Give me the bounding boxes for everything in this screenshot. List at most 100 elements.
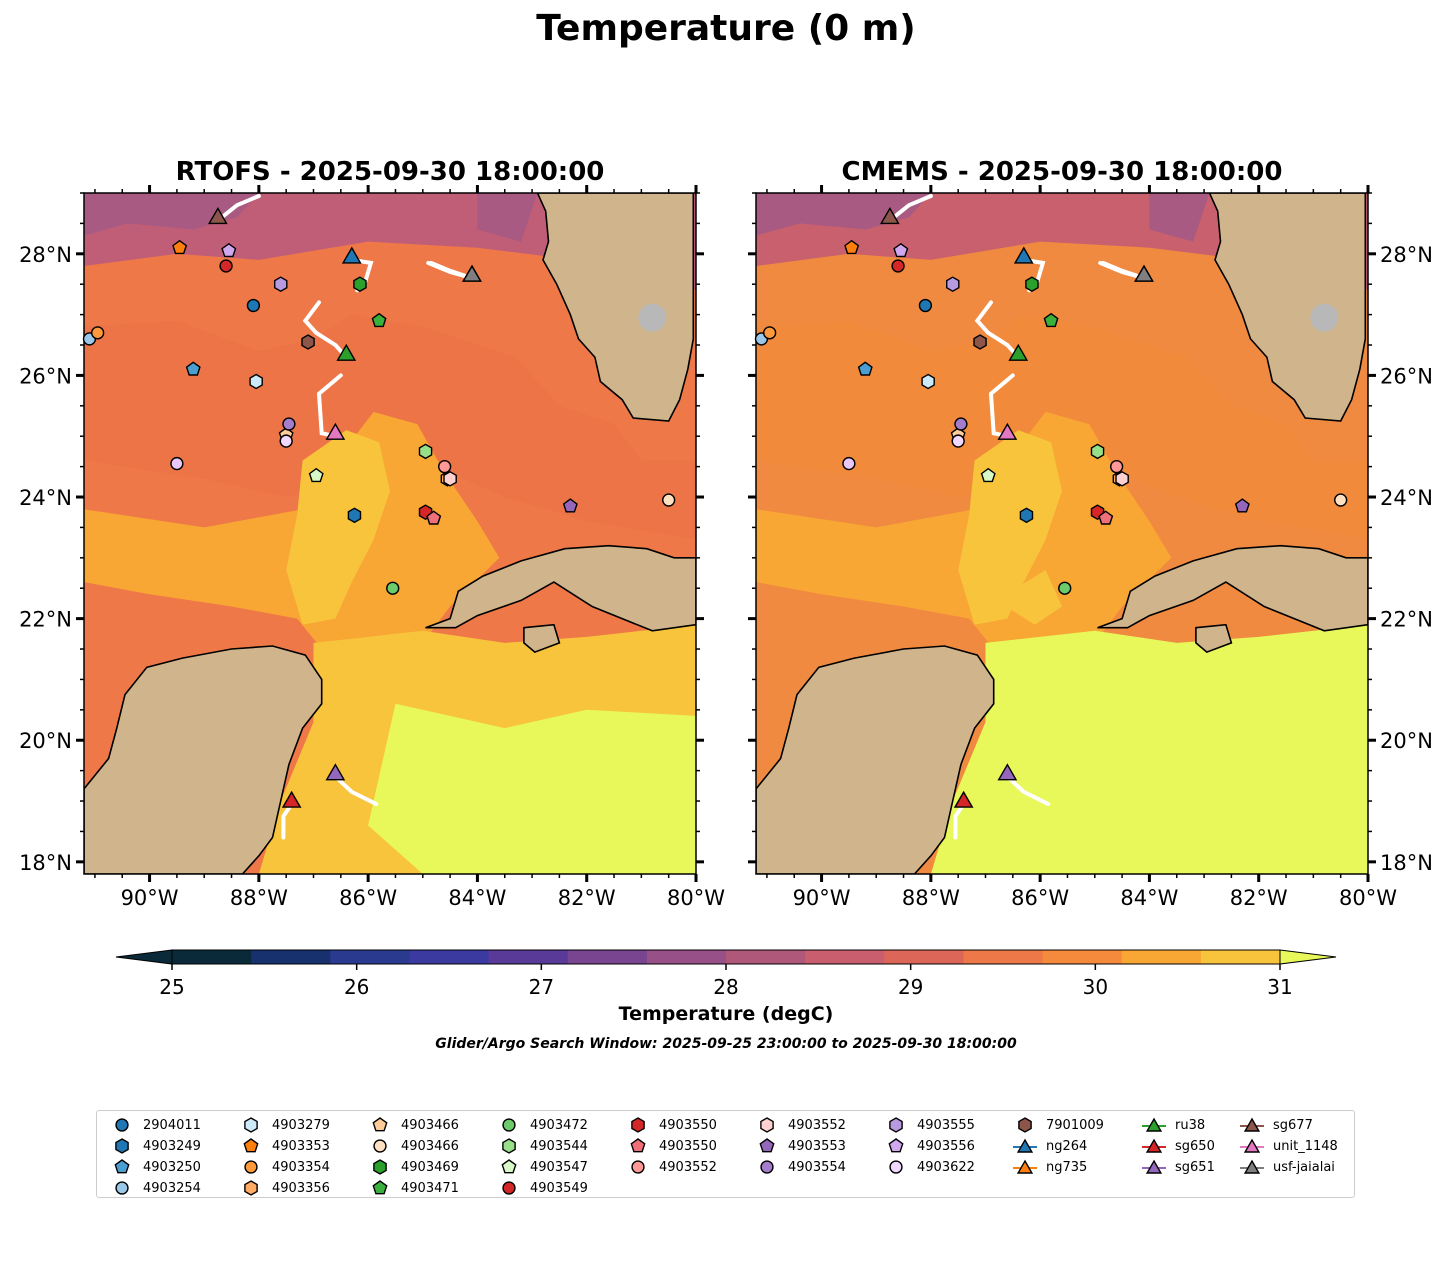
argo-marker-4903550b: [1098, 510, 1114, 525]
legend-item: 4903556: [883, 1136, 975, 1156]
legend-item: ru38: [1141, 1115, 1205, 1135]
argo-marker-4903556: [221, 242, 237, 258]
argo-marker-4903547: [980, 467, 996, 483]
legend-marker: [373, 1159, 387, 1175]
glider-track-sg677: [887, 194, 933, 223]
glider-track-ru38: [974, 300, 1021, 360]
legend-label: 4903552: [659, 1159, 717, 1175]
xtick-label: 82°W: [558, 886, 616, 910]
legend-item: 4903552: [625, 1157, 717, 1177]
glider-marker-sg677: [207, 206, 228, 225]
legend-label: 4903471: [401, 1180, 459, 1196]
legend-marker: [114, 1159, 130, 1174]
glider-marker-ng264: [1013, 246, 1034, 264]
colorbar-segment: [567, 950, 648, 964]
colorbar-segment: [251, 950, 331, 964]
ytick-label: 22°N: [1380, 608, 1433, 632]
argo-marker-4903279: [921, 373, 935, 390]
legend-marker: [1142, 1159, 1166, 1174]
lake-okeechobee: [638, 303, 667, 332]
colorbar-segment: [963, 950, 1044, 964]
legend-item: 4903469: [367, 1157, 459, 1177]
xtick-label: 82°W: [1230, 886, 1288, 910]
temp-field-north: [84, 193, 696, 291]
legend-label: 4903254: [143, 1180, 201, 1196]
legend-hexagon: [502, 1138, 516, 1154]
argo-marker-4903544: [1090, 443, 1105, 460]
argo-marker-4903471: [371, 312, 387, 328]
legend-pentagon: [888, 1138, 904, 1153]
argo-marker-4903471: [1043, 312, 1059, 328]
legend-label: unit_1148: [1273, 1138, 1338, 1154]
argo-marker-4903553: [1234, 498, 1250, 513]
legend-item: 4903472: [496, 1115, 588, 1135]
legend-label: 4903550: [659, 1138, 717, 1154]
argo-marker-4903472: [1058, 581, 1072, 595]
xtick-label: 86°W: [339, 886, 397, 910]
colorbar-tick-label: 29: [898, 975, 923, 999]
xtick-label: 86°W: [1011, 886, 1069, 910]
colorbar: 25 26 27 28 29 30 31: [115, 949, 1337, 999]
legend-marker: [372, 1180, 388, 1195]
legend-label: 4903279: [272, 1117, 330, 1133]
legend-pentagon: [630, 1138, 646, 1153]
legend-label: 4903356: [272, 1180, 330, 1196]
legend-marker: [631, 1160, 645, 1174]
legend-label: 4903550: [659, 1117, 717, 1133]
argo-marker-7901009: [973, 334, 987, 350]
glider-track-sg650: [281, 802, 294, 840]
colorbar-tick-label: 28: [713, 975, 738, 999]
glider-marker-sg650: [953, 790, 974, 808]
legend-item: 4903549: [496, 1178, 588, 1198]
legend-item: 4903552: [754, 1115, 846, 1135]
legend-label: 4903469: [401, 1159, 459, 1175]
argo-marker-4903250: [857, 361, 873, 376]
legend-item: 4903471: [367, 1178, 459, 1198]
temp-field-south: [930, 624, 1368, 874]
argo-marker-4903466b: [1334, 493, 1348, 507]
legend-item: 4903353: [238, 1136, 330, 1156]
xtick-label: 84°W: [1120, 886, 1178, 910]
legend-label: 4903354: [272, 1159, 330, 1175]
temp-field-bigbend: [477, 193, 538, 242]
legend-marker: [889, 1160, 903, 1174]
legend-label: 4903556: [917, 1138, 975, 1154]
legend-triangle: [1145, 1117, 1163, 1132]
colorbar-segment: [726, 950, 806, 964]
argo-marker-4903555: [946, 276, 960, 293]
argo-marker-4903353: [172, 239, 188, 255]
legend-circle: [760, 1160, 774, 1174]
legend-marker: [373, 1139, 387, 1153]
temp-field-northwest: [84, 193, 259, 236]
legend-item: sg651: [1141, 1157, 1215, 1177]
panel-title-cmems: CMEMS - 2025-09-30 18:00:00: [841, 157, 1283, 187]
argo-marker-7901009: [301, 334, 315, 350]
axis-ticks-cmems: 90°W 88°W 86°W 84°W 82°W 80°W 18°N 20°N 22°N 24°N…: [748, 185, 1433, 910]
argo-marker-4903622: [842, 456, 856, 471]
xtick-label: 88°W: [902, 886, 960, 910]
legend-marker: [1240, 1117, 1264, 1132]
argo-marker-4903279: [249, 373, 263, 390]
argo-marker-4903622b: [279, 434, 293, 448]
legend-circle: [631, 1160, 645, 1174]
legend-item: 4903550: [625, 1115, 717, 1135]
colorbar-segment: [330, 950, 410, 964]
glider-track-sg651: [333, 774, 379, 807]
temp-field-north: [756, 193, 1368, 291]
land-yucatan: [756, 645, 995, 874]
legend-marker: [631, 1117, 645, 1133]
land-isla: [1195, 623, 1233, 654]
legend-hexagon: [244, 1117, 258, 1133]
legend-item: 4903249: [109, 1136, 201, 1156]
xtick-label: 90°W: [121, 886, 179, 910]
legend-pentagon: [114, 1159, 130, 1174]
map-frame: [755, 192, 1369, 875]
legend-circle: [373, 1139, 387, 1153]
argo-marker-4903466b: [662, 493, 676, 507]
legend-circle: [502, 1118, 516, 1132]
colorbar-segment: [488, 950, 569, 964]
xtick-label: 90°W: [793, 886, 851, 910]
argo-marker-4903472: [386, 581, 400, 595]
legend-hexagon: [631, 1117, 645, 1133]
legend-hexagon: [760, 1117, 774, 1133]
